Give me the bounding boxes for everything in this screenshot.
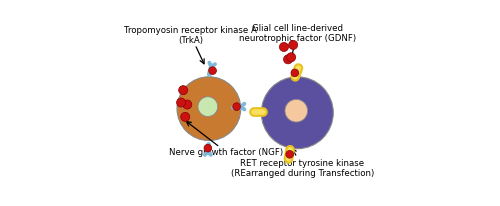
Ellipse shape xyxy=(280,43,288,52)
Text: Nerve growth factor (NGF): Nerve growth factor (NGF) xyxy=(169,122,283,157)
Ellipse shape xyxy=(286,151,294,158)
Ellipse shape xyxy=(177,77,240,141)
Ellipse shape xyxy=(288,41,298,50)
Ellipse shape xyxy=(180,113,190,122)
Ellipse shape xyxy=(262,77,334,149)
Text: Tropomyosin receptor kinase A
(TrkA): Tropomyosin receptor kinase A (TrkA) xyxy=(124,26,257,64)
Ellipse shape xyxy=(285,100,308,122)
Ellipse shape xyxy=(291,70,298,77)
Ellipse shape xyxy=(284,56,292,64)
Ellipse shape xyxy=(208,67,216,75)
Ellipse shape xyxy=(176,98,186,108)
Text: Glial cell line-derived
neurotrophic factor (GDNF): Glial cell line-derived neurotrophic fac… xyxy=(238,24,356,60)
Text: RET receptor tyrosine kinase
(REarranged during Transfection): RET receptor tyrosine kinase (REarranged… xyxy=(231,149,374,177)
Ellipse shape xyxy=(233,103,240,111)
Ellipse shape xyxy=(198,97,218,117)
Ellipse shape xyxy=(178,86,188,95)
Ellipse shape xyxy=(204,145,212,152)
Ellipse shape xyxy=(183,101,192,110)
Ellipse shape xyxy=(286,54,296,62)
